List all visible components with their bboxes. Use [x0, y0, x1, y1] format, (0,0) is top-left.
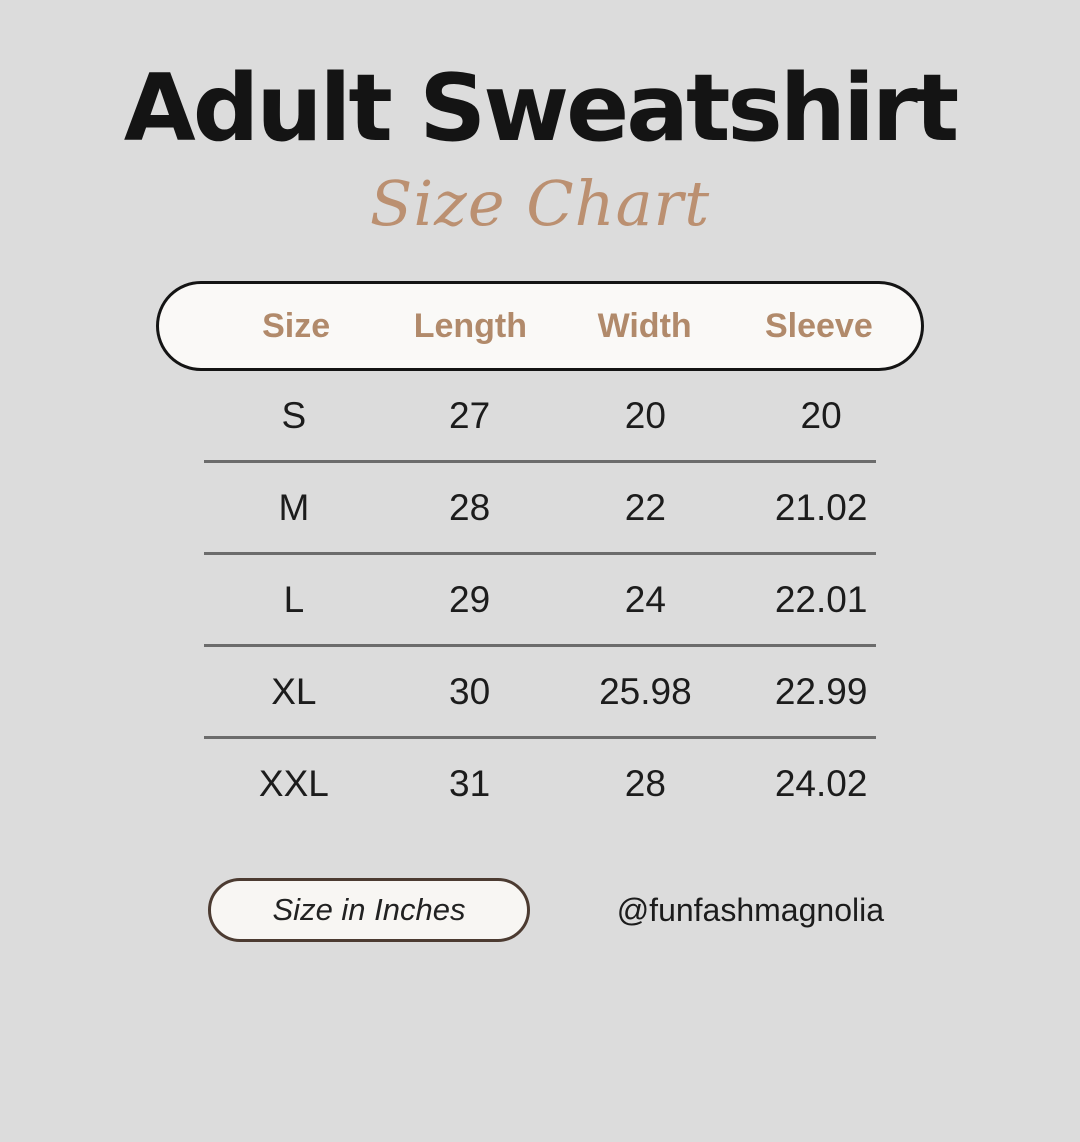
column-header-size: Size	[262, 306, 331, 345]
unit-badge: Size in Inches	[208, 878, 530, 942]
length-cell: 28	[449, 486, 491, 528]
size-cell: XL	[271, 670, 317, 712]
column-header-sleeve: Sleeve	[764, 306, 873, 345]
column-header-length: Length	[413, 306, 528, 345]
size-cell: M	[278, 486, 310, 528]
size-cell: S	[281, 394, 307, 436]
row-divider	[204, 552, 876, 555]
row-divider	[204, 644, 876, 647]
footer: Size in Inches @funfashmagnolia	[156, 878, 924, 942]
width-cell: 22	[624, 486, 666, 528]
page-title: Adult Sweatshirt	[123, 54, 959, 162]
column-header-width: Width	[597, 306, 692, 345]
sleeve-cell: 22.01	[774, 578, 868, 620]
row-divider	[204, 736, 876, 739]
size-chart-graphic: Adult Sweatshirt Size Chart Size Length …	[0, 62, 1080, 1142]
table-row: M 28 22 21.02	[156, 463, 924, 552]
sleeve-cell: 20	[800, 394, 842, 436]
table-header-pill: Size Length Width Sleeve	[156, 281, 924, 371]
width-cell: 28	[624, 762, 666, 804]
length-cell: 29	[449, 578, 491, 620]
width-cell: 24	[624, 578, 666, 620]
unit-label: Size in Inches	[272, 892, 466, 927]
social-handle: @funfashmagnolia	[616, 891, 884, 928]
table-row: XL 30 25.98 22.99	[156, 647, 924, 736]
size-cell: XXL	[258, 762, 329, 804]
size-table: Size Length Width Sleeve S 27 20 20 M 28…	[156, 281, 924, 828]
table-row: L 29 24 22.01	[156, 555, 924, 644]
sleeve-cell: 21.02	[774, 486, 868, 528]
row-divider	[204, 460, 876, 463]
sleeve-cell: 24.02	[774, 762, 868, 804]
length-cell: 30	[449, 670, 491, 712]
width-cell: 25.98	[599, 670, 692, 712]
table-row: S 27 20 20	[156, 371, 924, 460]
page-subtitle: Size Chart	[369, 167, 711, 240]
length-cell: 27	[449, 394, 491, 436]
table-row: XXL 31 28 24.02	[156, 739, 924, 828]
width-cell: 20	[624, 394, 666, 436]
size-cell: L	[283, 578, 305, 620]
length-cell: 31	[449, 762, 491, 804]
sleeve-cell: 22.99	[774, 670, 868, 712]
